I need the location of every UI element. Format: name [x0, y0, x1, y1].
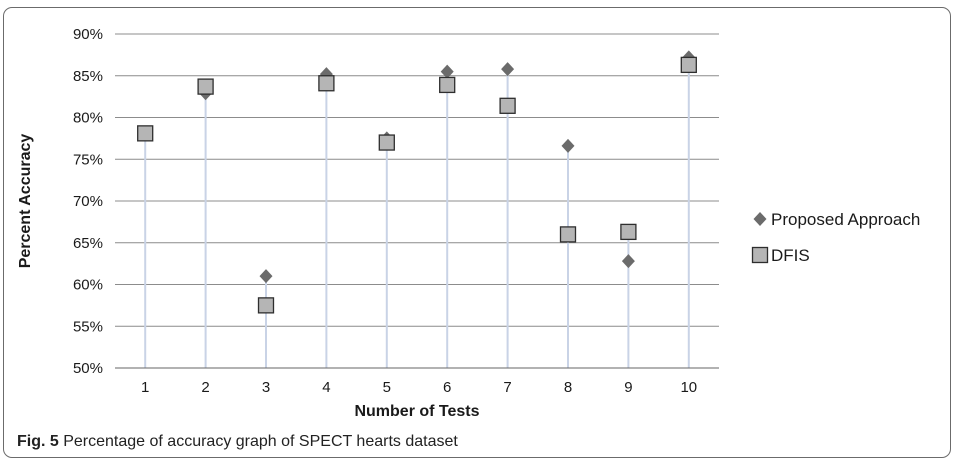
y-tick-label: 60% — [73, 277, 103, 294]
x-tick-label: 1 — [141, 379, 149, 396]
dfis-point — [378, 134, 395, 151]
dfis-point — [439, 76, 456, 94]
proposed-approach-point — [440, 64, 454, 79]
x-tick-labels: 1 2 3 4 5 6 7 8 9 10 — [141, 379, 697, 396]
x-tick-label: 3 — [262, 379, 270, 396]
y-tick-label: 65% — [73, 235, 103, 252]
x-tick-label: 6 — [443, 379, 451, 396]
y-tick-label: 75% — [73, 151, 103, 168]
grid-lines — [115, 33, 719, 327]
x-tick-label: 5 — [383, 379, 391, 396]
y-tick-label: 80% — [73, 110, 103, 127]
y-tick-label: 50% — [73, 360, 103, 377]
x-tick-label: 10 — [680, 379, 697, 396]
x-axis-label: Number of Tests — [354, 403, 479, 420]
drop-lines — [144, 57, 690, 368]
dfis-point — [499, 97, 516, 114]
dfis-point — [318, 75, 335, 92]
x-tick-label: 2 — [201, 379, 209, 396]
figure-frame — [3, 7, 951, 458]
proposed-approach-point — [259, 269, 273, 284]
dfis-point — [257, 297, 275, 314]
y-tick-labels: 50% 55% 60% 65% 70% 75% 80% 85% 90% — [73, 26, 103, 377]
y-axis-label: Percent Accuracy — [17, 134, 34, 269]
x-tick-label: 7 — [503, 379, 511, 396]
proposed-approach-point — [561, 138, 575, 153]
y-tick-label: 90% — [73, 26, 103, 43]
x-tick-label: 8 — [564, 379, 572, 396]
y-tick-label: 70% — [73, 193, 103, 210]
dfis-point — [137, 125, 154, 142]
proposed-approach-point — [621, 254, 635, 269]
legend: Proposed Approach DFIS — [751, 210, 920, 265]
dfis-point — [680, 56, 697, 74]
legend-label: Proposed Approach — [771, 210, 920, 229]
dfis-point — [620, 223, 637, 241]
x-tick-label: 9 — [624, 379, 632, 396]
proposed-approach-point — [501, 62, 515, 77]
legend-marker-proposed-approach — [753, 212, 767, 226]
figure-number: Fig. 5 — [17, 433, 59, 450]
figure-caption: Fig. 5 Percentage of accuracy graph of S… — [17, 433, 458, 451]
y-tick-label: 55% — [73, 318, 103, 335]
dfis-point — [197, 78, 214, 95]
data-points — [137, 50, 697, 314]
y-tick-label: 85% — [73, 68, 103, 85]
dfis-point — [559, 226, 577, 243]
x-tick-label: 4 — [322, 379, 330, 396]
legend-marker-dfis — [751, 246, 769, 264]
legend-label: DFIS — [771, 246, 810, 265]
caption-text: Percentage of accuracy graph of SPECT he… — [63, 433, 458, 450]
